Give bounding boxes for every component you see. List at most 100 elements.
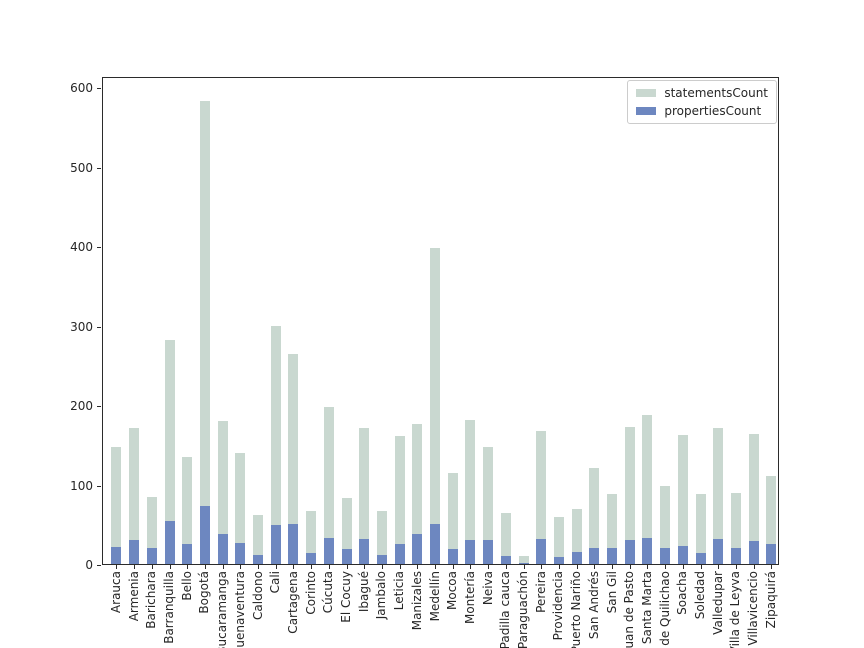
statements-bar [589,468,600,565]
legend-swatch-properties-icon [636,107,657,115]
properties-bar [500,556,511,565]
x-tick-label: San Juan de Pasto [622,571,637,648]
y-tick-label: 400 [70,240,93,255]
legend: statementsCount propertiesCount [627,80,777,124]
statements-bar [270,325,281,565]
x-tick-label: Cúcuta [321,571,336,614]
y-tick-label: 500 [70,160,93,175]
x-tick-label: Medellín [427,571,442,622]
x-tick-mark [682,565,684,569]
statements-bar [430,247,440,565]
statements-bar [447,472,458,565]
y-tick-mark [97,167,101,169]
x-tick-mark [558,565,560,569]
x-tick-label: Paraguachón [516,571,530,648]
properties-bar [376,554,387,565]
properties-bar [129,539,140,565]
legend-item-properties: propertiesCount [636,104,768,118]
statements-bar [341,498,352,565]
legend-label-properties: propertiesCount [664,104,762,118]
statements-bar [146,497,157,565]
x-tick-mark [664,565,666,569]
properties-bar [571,552,582,565]
x-tick-label: Mocoa [445,571,460,610]
x-tick-mark [310,565,312,569]
statements-bar [536,430,547,565]
statements-bar [182,456,193,565]
x-tick-mark [363,565,365,569]
x-tick-mark [505,565,507,569]
x-tick-label: Santander de Quilichao [657,571,672,648]
statements-bar [199,100,210,565]
statements-bar [288,354,299,565]
properties-bar [748,541,759,565]
y-tick-label: 0 [85,558,93,572]
properties-bar [253,555,263,565]
statements-bar [235,452,246,565]
x-tick-mark [222,565,224,569]
x-tick-label: Padilla cauca [498,571,513,648]
properties-bar [713,538,724,565]
x-tick-label: Leticia [392,571,407,611]
x-tick-mark [381,565,383,569]
y-tick-mark [97,485,101,487]
properties-bar [306,553,317,565]
x-tick-mark [275,565,277,569]
properties-bar [607,548,617,565]
x-tick-label: Montería [462,571,477,625]
x-tick-label: Corinto [303,571,318,615]
properties-bar [642,537,653,565]
x-tick-mark [487,565,489,569]
properties-bar [182,544,193,565]
x-tick-label: Jambalo [374,571,389,620]
x-tick-mark [416,565,418,569]
x-tick-mark [646,565,648,569]
statements-bar [164,340,175,565]
y-tick-mark [97,326,101,328]
properties-bar [536,538,547,565]
statements-bar [306,510,317,565]
x-tick-label: Bucaramanga [215,571,230,648]
properties-bar [553,557,564,565]
x-tick-label: Providencia [551,571,566,641]
x-tick-label: Valledupar [710,571,725,635]
properties-bar [412,534,423,565]
properties-bar [164,521,175,565]
statements-bar [624,426,635,565]
x-tick-mark [204,565,206,569]
properties-bar [624,540,635,565]
x-tick-mark [239,565,241,569]
y-tick-mark [97,564,101,566]
y-tick-label: 200 [70,399,93,414]
properties-bar [483,540,494,565]
statements-bar [253,514,263,565]
x-tick-mark [753,565,755,569]
x-tick-mark [540,565,542,569]
x-tick-label: Soacha [675,571,690,615]
statements-bar [217,421,228,565]
statements-bar [642,414,653,565]
statements-bar [323,406,334,565]
x-tick-mark [169,565,171,569]
x-tick-mark [700,565,702,569]
x-tick-mark [611,565,613,569]
x-tick-mark [115,565,117,569]
properties-bar [217,534,228,565]
statements-bar [465,419,476,565]
legend-swatch-statements-icon [636,89,657,97]
x-tick-label: Villavicencio [746,571,761,646]
statements-bar [376,510,387,565]
x-tick-label: Arauca [108,571,123,614]
properties-bar [430,523,440,565]
legend-label-statements: statementsCount [664,86,768,100]
x-tick-label: Villa de Leyva [728,571,743,648]
statements-bar [500,512,511,565]
x-tick-label: Soledad [693,571,707,620]
properties-bar [695,553,706,565]
x-tick-mark [133,565,135,569]
properties-bar [111,546,122,565]
x-tick-label: Bogotá [197,571,212,614]
x-tick-mark [523,565,525,569]
x-tick-label: Manizales [409,571,424,631]
